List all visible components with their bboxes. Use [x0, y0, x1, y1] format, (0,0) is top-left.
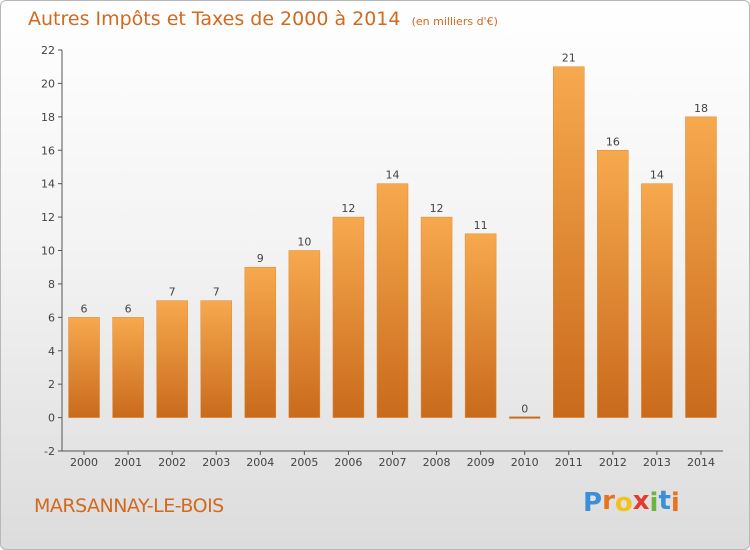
- bar: [464, 233, 497, 418]
- bar: [685, 116, 717, 418]
- bar: [420, 216, 453, 418]
- bar: [112, 317, 144, 418]
- x-tick-label: 2001: [114, 456, 142, 469]
- bar: [288, 250, 321, 418]
- logo-letter: o: [614, 488, 633, 518]
- bar: [68, 317, 100, 418]
- x-tick-label: 2014: [687, 456, 715, 469]
- bar-value-label: 14: [386, 169, 400, 182]
- x-tick-label: 2004: [246, 456, 274, 469]
- x-tick-label: 2012: [599, 456, 627, 469]
- x-tick-label: 2000: [70, 456, 98, 469]
- logo-letter: i: [670, 488, 680, 518]
- x-tick-label: 2002: [158, 456, 186, 469]
- y-tick-label: 12: [41, 211, 55, 224]
- bar: [200, 300, 232, 418]
- bar-value-label: 9: [257, 252, 264, 265]
- bar: [553, 66, 585, 418]
- bar-value-label: 11: [474, 219, 488, 232]
- bar-value-label: 12: [341, 202, 355, 215]
- proxiti-logo: Proxiti: [583, 486, 680, 518]
- logo-letter: x: [632, 486, 650, 516]
- y-tick-label: 14: [41, 178, 55, 191]
- x-tick-label: 2007: [379, 456, 407, 469]
- bar-value-label: 7: [169, 286, 176, 299]
- y-tick-label: 6: [48, 311, 55, 324]
- y-tick-label: 20: [41, 77, 55, 90]
- logo-letter: P: [583, 488, 603, 518]
- x-tick-label: 2011: [555, 456, 583, 469]
- bar-value-label: 12: [430, 202, 444, 215]
- bar-value-label: 14: [650, 169, 664, 182]
- chart-title: Autres Impôts et Taxes de 2000 à 2014 (e…: [28, 8, 498, 30]
- y-tick-label: -2: [44, 445, 55, 458]
- y-tick-label: 4: [48, 345, 55, 358]
- bar-value-label: 21: [562, 52, 576, 65]
- x-tick-label: 2013: [643, 456, 671, 469]
- bar: [332, 216, 365, 418]
- bar: [641, 183, 673, 418]
- bar: [597, 150, 629, 418]
- bar-value-label: 7: [213, 286, 220, 299]
- bar: [509, 416, 541, 419]
- logo-letter: i: [649, 488, 659, 518]
- bar: [376, 183, 409, 418]
- bar-value-label: 10: [297, 236, 311, 249]
- chart-title-main: Autres Impôts et Taxes de 2000 à 2014: [28, 8, 401, 30]
- x-tick-label: 2010: [511, 456, 539, 469]
- bar-value-label: 0: [521, 403, 528, 416]
- bar: [244, 266, 277, 418]
- bar-value-label: 6: [125, 302, 132, 315]
- bar-value-label: 16: [606, 135, 620, 148]
- bar-value-label: 6: [81, 302, 88, 315]
- bar: [156, 300, 188, 418]
- y-tick-label: 2: [48, 378, 55, 391]
- x-tick-label: 2009: [467, 456, 495, 469]
- chart-title-unit: (en milliers d'€): [411, 15, 498, 28]
- commune-name: MARSANNAY-LE-BOIS: [34, 495, 224, 517]
- x-tick-label: 2008: [423, 456, 451, 469]
- x-tick-label: 2005: [290, 456, 318, 469]
- y-tick-label: 22: [41, 44, 55, 57]
- y-tick-label: 18: [41, 111, 55, 124]
- x-tick-label: 2006: [334, 456, 362, 469]
- y-tick-label: 8: [48, 278, 55, 291]
- logo-letter: t: [658, 486, 671, 516]
- bar-value-label: 18: [694, 102, 708, 115]
- x-tick-label: 2003: [202, 456, 230, 469]
- logo-letter: r: [602, 486, 615, 516]
- y-tick-label: 10: [41, 245, 55, 258]
- y-tick-label: 0: [48, 412, 55, 425]
- y-tick-label: 16: [41, 144, 55, 157]
